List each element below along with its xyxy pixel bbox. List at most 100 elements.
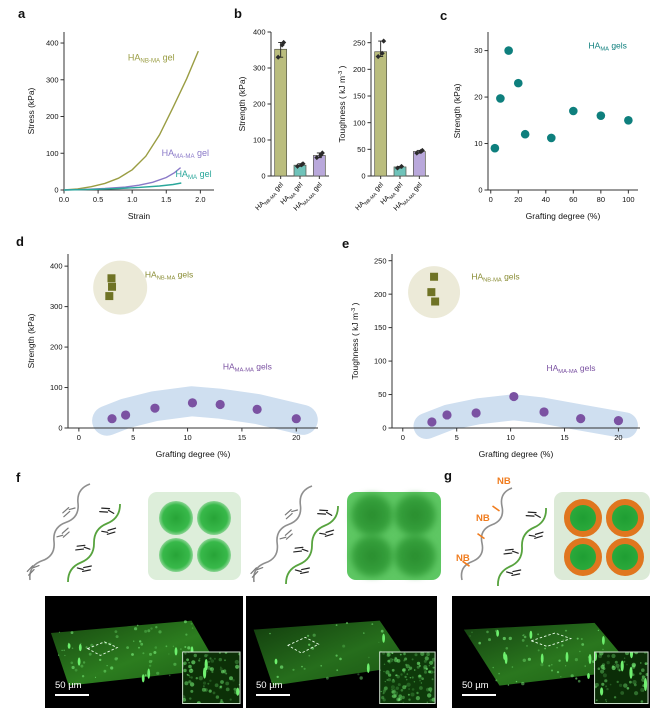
scale-bar-1: 50 µm (55, 680, 89, 696)
svg-text:400: 400 (46, 39, 59, 48)
panel-f-label: f (16, 470, 21, 485)
strength-grafting-scatter: 0 10 20 30 0 20 40 60 80 100 HAMA gels Grafting deg… (452, 20, 648, 222)
svg-text:20: 20 (514, 195, 522, 204)
svg-text:250: 250 (353, 38, 366, 47)
svg-text:Grafting degree (%): Grafting degree (%) (156, 449, 231, 459)
svg-text:30: 30 (474, 46, 482, 55)
svg-text:1.0: 1.0 (127, 195, 137, 204)
svg-text:150: 150 (374, 323, 387, 332)
gel-spot-ringed (606, 538, 644, 576)
svg-text:15: 15 (560, 433, 568, 442)
svg-text:200: 200 (374, 290, 387, 299)
nb-label: NB (497, 476, 511, 487)
svg-text:HAMA gels: HAMA gels (589, 40, 627, 52)
svg-text:20: 20 (474, 93, 482, 102)
svg-text:0: 0 (77, 433, 81, 442)
nb-label: NB (476, 513, 490, 524)
svg-text:300: 300 (46, 75, 59, 84)
svg-text:100: 100 (622, 195, 635, 204)
svg-text:Toughness ( kJ m-3 ): Toughness ( kJ m-3 ) (350, 302, 360, 379)
gel-spot (159, 501, 193, 535)
svg-text:Grafting degree (%): Grafting degree (%) (526, 211, 601, 221)
scale-bar-2: 50 µm (256, 680, 290, 696)
strength-grafting-comparison-scatter: 0 100 200 300 400 0 5 10 15 20 HANB-MA gels HAMA-MA… (26, 246, 328, 460)
svg-text:0: 0 (58, 424, 62, 433)
svg-text:200: 200 (46, 112, 59, 121)
confocal-image-3: 50 µm (452, 596, 650, 708)
svg-text:80: 80 (597, 195, 605, 204)
scale-bar-2-text: 50 µm (256, 680, 283, 691)
svg-text:Strain: Strain (128, 211, 150, 221)
svg-text:Grafting degree (%): Grafting degree (%) (479, 449, 554, 459)
svg-text:Strength (kPa): Strength (kPa) (452, 83, 462, 138)
svg-text:HANB-MA gels: HANB-MA gels (471, 271, 519, 283)
scale-bar-3: 50 µm (462, 680, 496, 696)
svg-text:40: 40 (542, 195, 550, 204)
polymer-chain-schematic-2 (250, 485, 339, 585)
svg-text:HAMA-MA gel: HAMA-MA gel (162, 148, 209, 160)
svg-text:0: 0 (478, 186, 482, 195)
svg-text:0: 0 (382, 424, 386, 433)
svg-text:10: 10 (183, 433, 191, 442)
svg-text:100: 100 (374, 357, 387, 366)
svg-text:Strength (kPa): Strength (kPa) (237, 76, 247, 131)
gel-spot-ringed (564, 538, 602, 576)
svg-text:10: 10 (506, 433, 514, 442)
gel-pattern-faint (148, 492, 241, 580)
svg-text:Toughness ( kJ m-3 ): Toughness ( kJ m-3 ) (337, 65, 347, 142)
stress-strain-chart: 0 100 200 300 400 0.0 0.5 1.0 1.5 2.0 HANB-MA gel H… (26, 20, 226, 222)
scale-bar-3-line (462, 694, 496, 696)
confocal-image-2: 50 µm (246, 596, 437, 708)
scale-bar-1-text: 50 µm (55, 680, 82, 691)
panel-a-label: a (18, 6, 26, 21)
toughness-grafting-comparison-scatter: 0 50 100 150 200 250 0 5 10 15 20 HANB-MA gels HAMA-… (350, 246, 650, 460)
polymer-chain-schematic-nb (460, 487, 547, 587)
svg-text:HAMA gel: HAMA gel (175, 169, 211, 181)
svg-text:100: 100 (46, 149, 59, 158)
svg-text:250: 250 (374, 256, 387, 265)
panel-d-label: d (16, 234, 24, 249)
svg-text:100: 100 (50, 383, 63, 392)
svg-text:5: 5 (455, 433, 459, 442)
svg-text:Strength (kPa): Strength (kPa) (26, 313, 36, 368)
svg-text:Stress (kPa): Stress (kPa) (26, 87, 36, 134)
scale-bar-3-text: 50 µm (462, 680, 489, 691)
scale-bar-2-line (256, 694, 290, 696)
svg-text:200: 200 (50, 343, 63, 352)
gel-spot-ringed (564, 499, 602, 537)
svg-text:0: 0 (361, 172, 365, 181)
gel-spot (197, 538, 231, 572)
svg-text:300: 300 (253, 64, 266, 73)
svg-text:60: 60 (569, 195, 577, 204)
gel-pattern-saturated (347, 492, 441, 580)
svg-text:400: 400 (50, 262, 63, 271)
scale-bar-1-line (55, 694, 89, 696)
svg-text:0: 0 (261, 172, 265, 181)
svg-text:HANB-MA gels: HANB-MA gels (145, 269, 193, 281)
gel-spot (159, 538, 193, 572)
svg-text:HANB-MA gel: HANB-MA gel (354, 181, 386, 213)
svg-text:50: 50 (378, 390, 386, 399)
svg-text:100: 100 (253, 136, 266, 145)
svg-text:50: 50 (357, 145, 365, 154)
svg-text:150: 150 (353, 92, 366, 101)
gel-spot (393, 493, 437, 537)
svg-text:0: 0 (401, 433, 405, 442)
svg-text:15: 15 (238, 433, 246, 442)
svg-text:400: 400 (253, 28, 266, 37)
confocal-image-1: 50 µm (45, 596, 243, 708)
svg-text:300: 300 (50, 302, 63, 311)
panel-c-label: c (440, 8, 448, 23)
svg-text:HANB-MA gel: HANB-MA gel (128, 53, 175, 65)
svg-text:5: 5 (131, 433, 135, 442)
gel-spot (350, 493, 394, 537)
toughness-bar-chart: 0 50 100 150 200 250 HANB-MA gel HAMA gel HAMA-M… (337, 20, 435, 224)
gel-spot (197, 501, 231, 535)
nb-label: NB (456, 553, 470, 564)
gel-spot (393, 534, 437, 578)
svg-text:20: 20 (614, 433, 622, 442)
gel-spot-ringed (606, 499, 644, 537)
svg-text:0.0: 0.0 (59, 195, 69, 204)
svg-text:100: 100 (353, 118, 366, 127)
